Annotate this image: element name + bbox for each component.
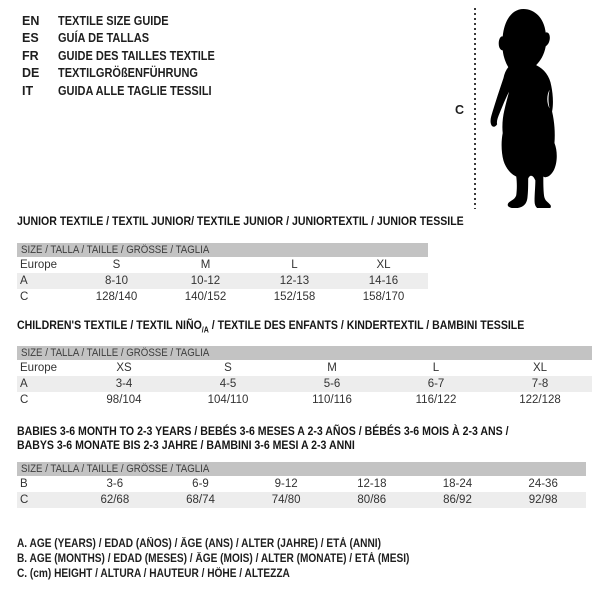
height-measure-dashed-line <box>474 8 476 209</box>
row-label: C <box>20 394 29 406</box>
footnotes: A. AGE (YEARS) / EDAD (AÑOS) / ÂGE (ANS)… <box>17 537 463 582</box>
value-cell: 62/68 <box>100 494 130 506</box>
value-cell: 4-5 <box>219 378 237 390</box>
table-row: B 3-6 6-9 9-12 12-18 18-24 24-36 <box>17 476 586 492</box>
footnote-a: A. AGE (YEARS) / EDAD (AÑOS) / ÂGE (ANS)… <box>17 538 381 550</box>
lang-code: IT <box>22 83 34 98</box>
size-cell: XL <box>376 259 391 271</box>
value-cell: 12-18 <box>357 478 387 490</box>
table-row: C 98/104 104/110 110/116 116/122 122/128 <box>17 392 592 408</box>
value-cell: 6-9 <box>192 478 209 490</box>
value-cell: 10-12 <box>190 275 221 287</box>
row-label: A <box>20 275 28 287</box>
lang-code: ES <box>22 31 39 46</box>
row-label: C <box>20 291 29 303</box>
lang-code: EN <box>22 13 40 28</box>
babies-table-title: BABIES 3-6 MONTH TO 2-3 YEARS / BEBÉS 3-… <box>17 424 509 452</box>
children-size-table: SIZE / TALLA / TAILLE / GRÖSSE / TAGLIA … <box>17 346 592 408</box>
table-row: Europe XS S M L XL <box>17 360 592 376</box>
value-cell: 68/74 <box>186 494 215 506</box>
lang-row-fr: FR GUIDE DES TAILLES TEXTILE <box>22 47 236 65</box>
row-label: A <box>20 378 28 390</box>
babies-size-table: SIZE / TALLA / TAILLE / GRÖSSE / TAGLIA … <box>17 462 586 508</box>
row-label: Europe <box>20 362 58 374</box>
junior-table-title: JUNIOR TEXTILE / TEXTIL JUNIOR/ TEXTILE … <box>17 214 464 228</box>
value-cell: 92/98 <box>528 494 558 506</box>
value-cell: 140/152 <box>184 291 227 303</box>
value-cell: 158/170 <box>362 291 405 303</box>
size-header-bar: SIZE / TALLA / TAILLE / GRÖSSE / TAGLIA <box>17 346 592 360</box>
size-cell: S <box>224 362 232 374</box>
value-cell: 116/122 <box>415 394 457 406</box>
junior-size-table: SIZE / TALLA / TAILLE / GRÖSSE / TAGLIA … <box>17 243 428 305</box>
lang-title: GUIDE DES TAILLES TEXTILE <box>58 48 215 63</box>
size-cell: L <box>432 362 440 374</box>
size-cell: XS <box>116 362 132 374</box>
footnote-c: C. (cm) HEIGHT / ALTURA / HAUTEUR / HÖHE… <box>17 568 290 580</box>
size-cell: M <box>200 259 211 271</box>
table-row: C 62/68 68/74 74/80 80/86 86/92 92/98 <box>17 492 586 508</box>
size-cell: L <box>291 259 298 271</box>
lang-title: GUIDA ALLE TAGLIE TESSILI <box>58 83 212 98</box>
value-cell: 86/92 <box>443 494 472 506</box>
value-cell: 152/158 <box>273 291 316 303</box>
table-row: Europe S M L XL <box>17 257 428 273</box>
value-cell: 3-6 <box>106 478 124 490</box>
lang-title: TEXTILGRÖßENFÜHRUNG <box>58 66 198 81</box>
value-cell: 80/86 <box>357 494 387 506</box>
size-header-bar: SIZE / TALLA / TAILLE / GRÖSSE / TAGLIA <box>17 243 428 257</box>
size-header-bar: SIZE / TALLA / TAILLE / GRÖSSE / TAGLIA <box>17 462 586 476</box>
value-cell: 6-7 <box>427 378 445 390</box>
lang-row-es: ES GUÍA DE TALLAS <box>22 30 236 48</box>
value-cell: 128/140 <box>95 291 138 303</box>
row-label: B <box>20 478 28 490</box>
row-label: Europe <box>20 259 58 271</box>
value-cell: 7-8 <box>531 378 549 390</box>
value-cell: 98/104 <box>106 394 142 406</box>
table-row: A 3-4 4-5 5-6 6-7 7-8 <box>17 376 592 392</box>
footnote-b: B. AGE (MONTHS) / EDAD (MESES) / ÂGE (MO… <box>17 553 410 565</box>
value-cell: 104/110 <box>207 394 249 406</box>
height-measure-label: C <box>455 103 465 117</box>
value-cell: 12-13 <box>279 275 310 287</box>
lang-title: TEXTILE SIZE GUIDE <box>58 13 169 28</box>
value-cell: 110/116 <box>312 394 352 406</box>
lang-code: DE <box>22 66 40 81</box>
value-cell: 122/128 <box>519 394 561 406</box>
row-label: C <box>20 494 29 506</box>
lang-row-de: DE TEXTILGRÖßENFÜHRUNG <box>22 65 236 83</box>
size-cell: XL <box>532 362 548 374</box>
lang-title: GUÍA DE TALLAS <box>58 31 150 46</box>
children-table-title: CHILDREN'S TEXTILE / TEXTIL NIÑO/A / TEX… <box>17 318 525 335</box>
toddler-silhouette-image <box>490 8 557 208</box>
size-cell: M <box>327 362 337 374</box>
value-cell: 24-36 <box>528 478 558 490</box>
value-cell: 8-10 <box>104 275 129 287</box>
value-cell: 9-12 <box>274 478 298 490</box>
value-cell: 3-4 <box>115 378 133 390</box>
value-cell: 14-16 <box>368 275 399 287</box>
lang-code: FR <box>22 48 39 63</box>
value-cell: 74/80 <box>271 494 301 506</box>
value-cell: 5-6 <box>323 378 341 390</box>
lang-row-it: IT GUIDA ALLE TAGLIE TESSILI <box>22 82 236 100</box>
lang-row-en: EN TEXTILE SIZE GUIDE <box>22 12 236 30</box>
value-cell: 18-24 <box>442 478 473 490</box>
size-cell: S <box>112 259 121 271</box>
table-row: C 128/140 140/152 152/158 158/170 <box>17 289 428 305</box>
language-title-list: EN TEXTILE SIZE GUIDE ES GUÍA DE TALLAS … <box>22 12 236 100</box>
table-row: A 8-10 10-12 12-13 14-16 <box>17 273 428 289</box>
